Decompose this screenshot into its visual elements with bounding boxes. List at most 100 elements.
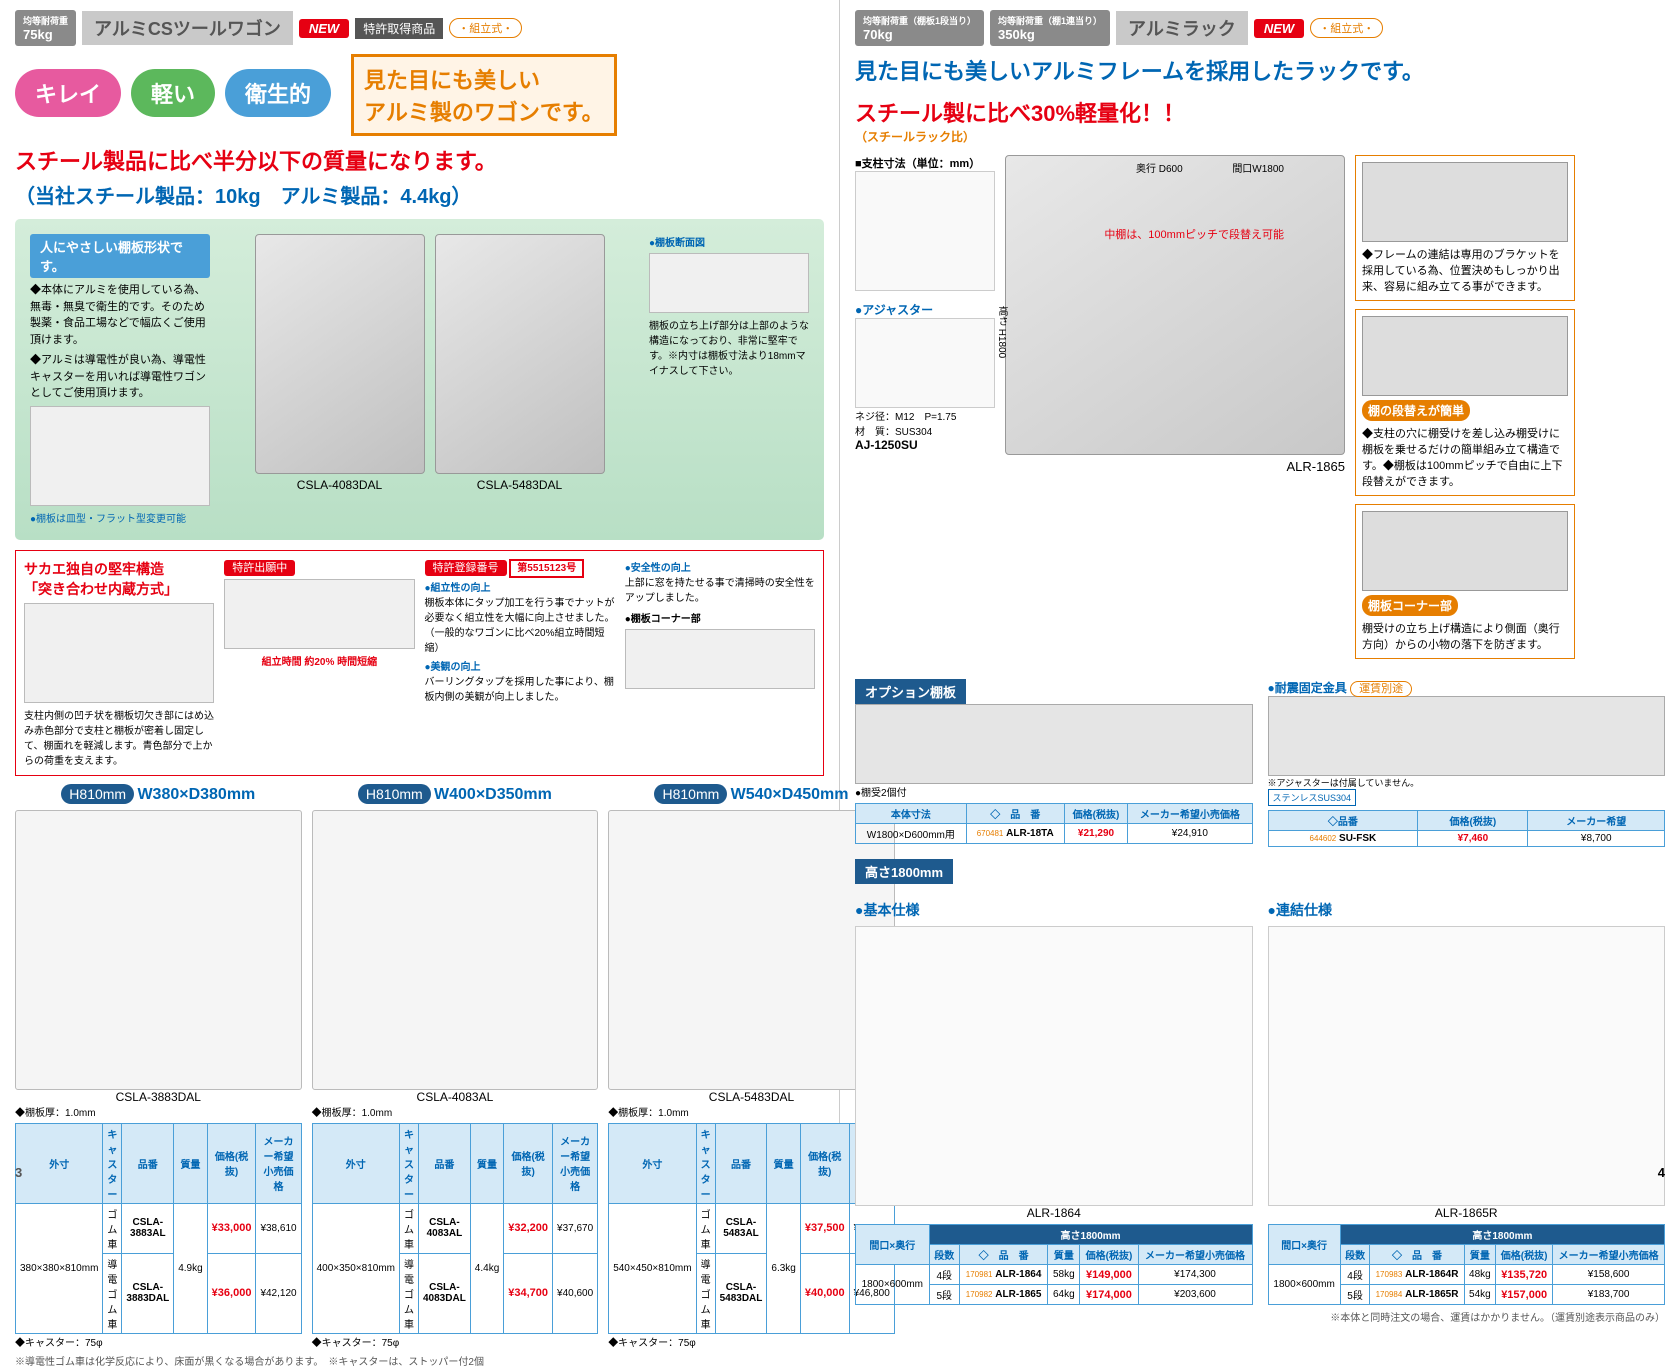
headline-red: スチール製品に比べ半分以下の質量になります。 bbox=[15, 144, 824, 176]
td-retail: ¥8,700 bbox=[1528, 831, 1665, 847]
th: 価格(税抜) bbox=[1496, 1245, 1553, 1265]
option-table: 本体寸法◇ 品 番価格(税抜)メーカー希望小売価格 W1800×D600mm用 … bbox=[855, 803, 1253, 844]
td-price: ¥174,000 bbox=[1080, 1285, 1138, 1305]
td-caster: 導電ゴム車 bbox=[103, 1253, 122, 1333]
feature-box: 棚板コーナー部 棚受けの立ち上げ構造により側面（奥行方向）からの小物の落下を防ぎ… bbox=[1355, 504, 1575, 659]
patent-col-2: 特許出願中 組立時間 約20% 時間短縮 bbox=[224, 559, 414, 767]
pill-clean: キレイ bbox=[15, 69, 121, 117]
headline-blue: 見た目にも美しいアルミフレームを採用したラックです。 bbox=[855, 54, 1665, 86]
footnote: ※本体と同時注文の場合、運賃はかかりません。（運賃別途表示商品のみ） bbox=[855, 1309, 1665, 1324]
th: メーカー希望小売価格 bbox=[256, 1123, 301, 1203]
weight-value: 70kg bbox=[863, 27, 893, 42]
product-model-2: CSLA-5483DAL bbox=[435, 478, 605, 492]
seismic-note: ※アジャスターは付属していません。 bbox=[1268, 776, 1666, 789]
pillar-diagram bbox=[855, 171, 995, 291]
basic-label: ●基本仕様 bbox=[855, 900, 1253, 920]
td: W1800×D600mm用 bbox=[856, 824, 967, 844]
td-model: CSLA-4083DAL bbox=[419, 1253, 471, 1333]
table-row: W1800×D600mm用 670481 ALR-18TA ¥21,290 ¥2… bbox=[856, 824, 1253, 844]
td-weight: 4.4kg bbox=[470, 1203, 503, 1333]
link-spec-diagram bbox=[1268, 926, 1666, 1206]
weight-badge: 均等耐荷重 75kg bbox=[15, 10, 76, 46]
td-retail: ¥183,700 bbox=[1553, 1285, 1665, 1305]
hero-left: 人にやさしい棚板形状です。 ◆本体にアルミを使用している為、無毒・無臭で衛生的で… bbox=[30, 234, 210, 525]
th: 質量 bbox=[174, 1123, 207, 1203]
basic-spec-table: 間口×奥行高さ1800mm 段数◇ 品 番質量価格(税抜)メーカー希望小売価格 … bbox=[855, 1224, 1253, 1305]
product-title: アルミラック bbox=[1116, 11, 1248, 45]
corner-label: ●棚板コーナー部 bbox=[625, 610, 815, 625]
th: キャスター bbox=[103, 1123, 122, 1203]
spec-row: ●基本仕様 ALR-1864 間口×奥行高さ1800mm 段数◇ 品 番質量価格… bbox=[855, 894, 1665, 1305]
assembly-badge: ・組立式・ bbox=[1310, 18, 1383, 38]
headline-orange-box: 見た目にも美しい アルミ製のワゴンです。 bbox=[351, 54, 617, 136]
td-price: ¥135,720 bbox=[1496, 1265, 1553, 1285]
caster-note: ◆キャスター：75φ bbox=[312, 1334, 599, 1349]
weight-badge-1: 均等耐荷重（棚板1段当り） 70kg bbox=[855, 10, 984, 46]
td-price: ¥7,460 bbox=[1418, 831, 1528, 847]
options-row: オプション棚板 ●棚受2個付 本体寸法◇ 品 番価格(税抜)メーカー希望小売価格… bbox=[855, 679, 1665, 847]
headline-red-text: スチール製に比べ30%軽量化！！ bbox=[855, 101, 1185, 126]
td-retail: ¥203,600 bbox=[1138, 1285, 1252, 1305]
product-image bbox=[435, 234, 605, 474]
td-price: ¥34,700 bbox=[504, 1253, 553, 1333]
table-row: 540×450×810mm ゴム車 CSLA-5483AL 6.3kg ¥37,… bbox=[609, 1203, 895, 1253]
product-model: CSLA-4083AL bbox=[312, 1090, 599, 1104]
bullet-2: ◆アルミは導電性が良い為、導電性キャスターを用いれば導電性ワゴンとしてご使用頂け… bbox=[30, 352, 210, 402]
code: 644602 bbox=[1310, 834, 1337, 843]
td-retail: ¥37,670 bbox=[553, 1203, 598, 1253]
th: メーカー希望小売価格 bbox=[1553, 1245, 1665, 1265]
td-price: ¥40,000 bbox=[800, 1253, 849, 1333]
td-size: 380×380×810mm bbox=[16, 1203, 103, 1333]
option-note: ●棚受2個付 bbox=[855, 784, 1253, 799]
patent-col-4: ●安全性の向上 上部に窓を持たせる事で清掃時の安全性をアップしました。 ●棚板コ… bbox=[625, 559, 815, 767]
rack-main-label: ALR-1865 bbox=[1005, 459, 1345, 474]
dim-height: 高さ H1800 bbox=[994, 306, 1009, 358]
td: 670481 ALR-18TA bbox=[966, 824, 1064, 844]
feature-title: 棚の段替えが簡単 bbox=[1362, 400, 1470, 421]
th: 価格(税抜) bbox=[1418, 811, 1528, 831]
td-weight: 54kg bbox=[1464, 1285, 1495, 1305]
th: ◇品番 bbox=[1268, 811, 1418, 831]
th: メーカー希望小売価格 bbox=[553, 1123, 598, 1203]
option-shelf-image bbox=[855, 704, 1253, 784]
patent-section: サカエ独自の堅牢構造 「突き合わせ内蔵方式」 支柱内側の凹チ状を棚板切欠き部には… bbox=[15, 550, 824, 776]
seismic-material: ステンレスSUS304 bbox=[1268, 789, 1357, 806]
td-retail: ¥24,910 bbox=[1128, 824, 1252, 844]
td-tier: 4段 bbox=[929, 1265, 959, 1285]
dim-depth: 奥行 D600 bbox=[1136, 160, 1183, 175]
patent-reg-label: 特許登録番号 bbox=[425, 560, 507, 576]
th: 価格(税抜) bbox=[1080, 1245, 1138, 1265]
caster-note: ◆キャスター：75φ bbox=[608, 1334, 895, 1349]
hero-area: 人にやさしい棚板形状です。 ◆本体にアルミを使用している為、無毒・無臭で衛生的で… bbox=[15, 219, 824, 540]
adjuster-diagram bbox=[855, 318, 995, 408]
headline-red-wrap: スチール製に比べ30%軽量化！！ （スチールラック比） bbox=[855, 96, 1665, 145]
h1800-label: 高さ1800mm bbox=[855, 859, 953, 884]
model: ALR-18TA bbox=[1006, 828, 1054, 839]
patent-sub-1: ●組立性の向上 bbox=[425, 579, 615, 594]
headline-red-note: （スチールラック比） bbox=[855, 128, 1665, 145]
feature-box: ◆フレームの連結は専用のブラケットを採用している為、位置決めもしっかり出来、容易… bbox=[1355, 155, 1575, 301]
adjuster-spec-1: ネジ径：M12 P=1.75 bbox=[855, 408, 995, 423]
h-label: H810mm bbox=[654, 784, 727, 804]
shelf-note: ●棚板は皿型・フラット型変更可能 bbox=[30, 510, 210, 525]
patent-text-1: 支柱内側の凹チ状を棚板切欠き部にはめ込み赤色部分で支柱と棚板が密着し固定して、棚… bbox=[24, 707, 214, 767]
hero-product-1: CSLA-4083DAL bbox=[255, 234, 425, 525]
th: 品番 bbox=[419, 1123, 471, 1203]
seismic-box: ●耐震固定金具 運賃別途 ※アジャスターは付属していません。 ステンレスSUS3… bbox=[1268, 679, 1666, 847]
th: 質量 bbox=[1464, 1245, 1495, 1265]
footnote-text: ※導電性ゴム車は化学反応により、床面が黒くなる場合があります。 ※キャスターは、… bbox=[15, 1357, 484, 1368]
rack-hero: ■支柱寸法（単位：mm） ●アジャスター ネジ径：M12 P=1.75 材 質：… bbox=[855, 155, 1665, 667]
td-weight: 58kg bbox=[1048, 1265, 1080, 1285]
th: 外寸 bbox=[16, 1123, 103, 1203]
thickness-note: ◆棚板厚：1.0mm bbox=[15, 1104, 302, 1119]
pill-hygienic: 衛生的 bbox=[225, 69, 331, 117]
link-spec-col: ●連結仕様 ALR-1865R 間口×奥行高さ1800mm 段数◇ 品 番質量価… bbox=[1268, 894, 1666, 1305]
td-model: CSLA-5483DAL bbox=[715, 1253, 767, 1333]
td-model: 170982 ALR-1865 bbox=[959, 1285, 1047, 1305]
h-label: H810mm bbox=[61, 784, 134, 804]
feature-image bbox=[1362, 511, 1568, 591]
patent-sub-3: ●安全性の向上 bbox=[625, 559, 815, 574]
td-price: ¥149,000 bbox=[1080, 1265, 1138, 1285]
patent-title-1: サカエ独自の堅牢構造 bbox=[24, 559, 214, 579]
th: 質量 bbox=[767, 1123, 800, 1203]
